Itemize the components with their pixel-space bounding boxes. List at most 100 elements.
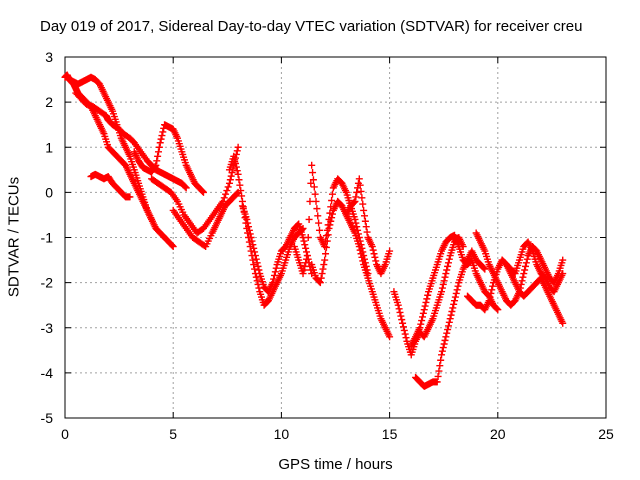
data-point xyxy=(310,183,318,191)
data-point xyxy=(234,143,242,151)
series-track-r xyxy=(498,238,567,296)
data-point xyxy=(155,143,163,151)
data-point xyxy=(444,326,452,334)
grid-lines xyxy=(65,57,606,418)
data-point xyxy=(323,237,331,245)
data-point xyxy=(351,197,359,205)
data-point xyxy=(352,219,360,227)
data-point xyxy=(302,259,310,267)
data-point xyxy=(440,340,448,348)
data-point xyxy=(156,139,164,147)
data-point xyxy=(453,286,461,294)
data-point xyxy=(517,280,525,288)
data-point xyxy=(223,187,231,195)
data-point xyxy=(399,323,407,331)
data-point xyxy=(438,351,446,359)
data-point xyxy=(272,264,280,272)
data-point xyxy=(451,293,459,301)
data-point xyxy=(416,324,424,332)
data-point xyxy=(402,334,410,342)
data-point xyxy=(235,176,243,184)
y-tick-label: -2 xyxy=(41,275,54,291)
data-point xyxy=(322,250,330,258)
data-point xyxy=(251,248,259,256)
data-point xyxy=(523,255,531,263)
data-point xyxy=(304,234,312,241)
data-point xyxy=(247,234,255,241)
data-point xyxy=(126,193,134,201)
data-point xyxy=(494,306,502,314)
data-point xyxy=(151,163,159,171)
data-point xyxy=(303,252,311,260)
data-point xyxy=(322,232,330,240)
data-point xyxy=(441,336,449,344)
data-point xyxy=(321,256,329,264)
y-tick-label: -3 xyxy=(41,320,54,336)
data-point xyxy=(422,298,430,306)
x-axis-label: GPS time / hours xyxy=(278,456,393,473)
data-point xyxy=(559,319,567,327)
series-track-l xyxy=(342,175,394,278)
data-point xyxy=(424,291,432,299)
data-point xyxy=(300,266,308,274)
data-point xyxy=(306,197,314,205)
data-point xyxy=(398,316,406,324)
data-point xyxy=(309,176,317,184)
data-point xyxy=(322,243,330,251)
data-point xyxy=(515,288,523,296)
data-point xyxy=(255,284,263,292)
data-point xyxy=(441,273,449,281)
series-track-f xyxy=(148,143,242,237)
data-point xyxy=(356,246,364,254)
data-point xyxy=(300,237,308,245)
data-point xyxy=(361,217,369,225)
data-point xyxy=(372,257,380,265)
data-point xyxy=(420,306,428,314)
data-point xyxy=(397,312,405,320)
data-point xyxy=(238,192,246,200)
data-point xyxy=(312,197,320,205)
data-point xyxy=(237,187,245,195)
data-point xyxy=(368,243,376,251)
data-point xyxy=(326,221,334,229)
data-point xyxy=(251,252,259,260)
y-tick-label: -4 xyxy=(41,365,54,381)
data-point xyxy=(252,273,260,281)
data-point xyxy=(433,378,441,386)
data-point xyxy=(315,226,323,234)
x-tick-label: 25 xyxy=(598,426,614,442)
data-point xyxy=(443,329,451,337)
data-point xyxy=(418,317,426,325)
data-point xyxy=(305,215,313,223)
data-point xyxy=(233,167,241,175)
x-tick-label: 10 xyxy=(274,426,290,442)
data-point xyxy=(303,255,311,263)
data-point xyxy=(226,176,234,184)
data-point xyxy=(480,264,488,272)
data-point xyxy=(316,279,324,287)
data-point xyxy=(360,206,368,214)
series-track-b xyxy=(65,73,156,223)
data-point xyxy=(328,210,336,218)
data-point xyxy=(396,308,404,316)
data-point xyxy=(356,181,364,189)
data-point xyxy=(320,261,328,269)
data-point xyxy=(311,190,319,198)
data-point xyxy=(423,295,431,303)
series-track-m xyxy=(390,234,467,359)
data-point xyxy=(315,219,323,227)
data-point xyxy=(362,223,370,231)
data-point xyxy=(447,311,455,319)
x-tick-label: 15 xyxy=(382,426,398,442)
data-point xyxy=(269,279,277,287)
data-point xyxy=(352,193,360,201)
series-track-d xyxy=(87,170,134,201)
axis-ticks: 0 5 10 15 20 25 -5 -4 -3 -2 -1 0 1 2 3 xyxy=(41,49,614,442)
data-point xyxy=(328,214,336,222)
data-point xyxy=(154,152,162,160)
series-track-g xyxy=(169,188,242,251)
series-track-i xyxy=(238,202,316,296)
data-point xyxy=(232,163,240,171)
data-point xyxy=(315,278,323,286)
data-point xyxy=(350,198,358,206)
